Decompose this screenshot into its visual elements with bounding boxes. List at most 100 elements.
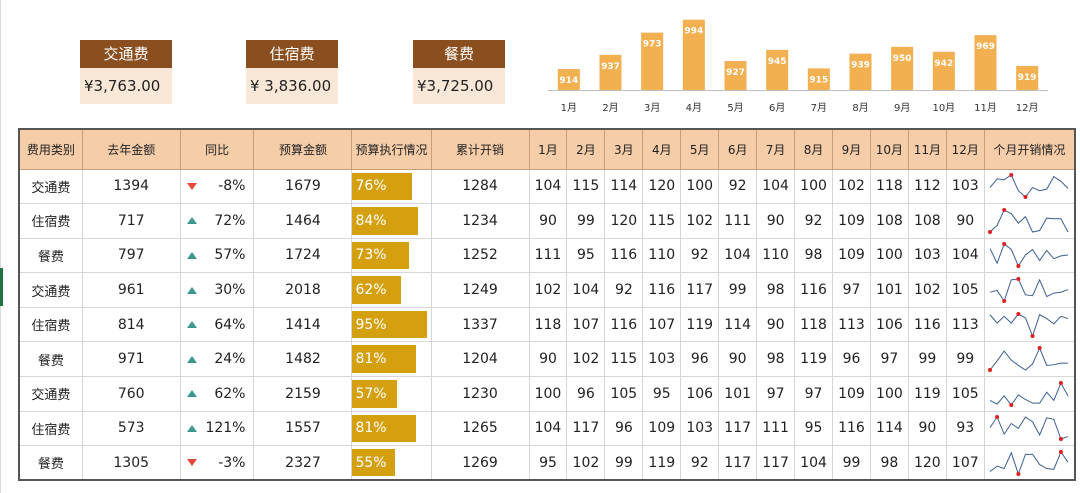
month-cell[interactable]: 116 (604, 237, 644, 274)
month-cell[interactable]: 96 (680, 341, 720, 378)
month-cell[interactable]: 116 (794, 272, 834, 308)
yoy-cell[interactable]: -3% (179, 445, 255, 481)
month-cell[interactable]: 109 (642, 410, 682, 447)
column-header[interactable]: 去年金额 (81, 128, 181, 170)
yoy-cell[interactable]: 62% (179, 376, 255, 412)
month-cell[interactable]: 90 (718, 341, 758, 378)
month-cell[interactable]: 101 (718, 376, 758, 412)
last-year-cell[interactable]: 1394 (81, 168, 181, 205)
month-cell[interactable]: 109 (832, 237, 871, 274)
column-header[interactable]: 8月 (794, 128, 834, 170)
category-cell[interactable]: 交通费 (18, 376, 83, 412)
month-cell[interactable]: 92 (718, 168, 758, 205)
month-cell[interactable]: 95 (642, 376, 682, 412)
month-cell[interactable]: 102 (907, 272, 947, 308)
month-cell[interactable]: 92 (680, 445, 720, 481)
month-cell[interactable]: 97 (794, 376, 834, 412)
month-cell[interactable]: 103 (642, 341, 682, 378)
month-cell[interactable]: 113 (832, 306, 871, 343)
month-cell[interactable]: 113 (945, 306, 985, 343)
sparkline-cell[interactable] (983, 203, 1076, 239)
budget-exec-cell[interactable]: 76% (351, 168, 432, 205)
last-year-cell[interactable]: 797 (81, 237, 181, 274)
month-cell[interactable]: 99 (945, 341, 985, 378)
column-header[interactable]: 预算执行情况 (351, 128, 432, 170)
month-cell[interactable]: 111 (718, 203, 758, 239)
column-header[interactable]: 12月 (945, 128, 985, 170)
sparkline-cell[interactable] (983, 168, 1076, 205)
budget-cell[interactable]: 2018 (253, 272, 353, 308)
month-cell[interactable]: 92 (794, 203, 834, 239)
sparkline-cell[interactable] (983, 341, 1076, 378)
cumulative-cell[interactable]: 1269 (430, 445, 530, 481)
month-cell[interactable]: 104 (756, 168, 796, 205)
budget-cell[interactable]: 1724 (253, 237, 353, 274)
month-cell[interactable]: 115 (642, 203, 682, 239)
budget-exec-cell[interactable]: 84% (351, 203, 432, 239)
month-cell[interactable]: 104 (528, 168, 568, 205)
yoy-cell[interactable]: -8% (179, 168, 255, 205)
month-cell[interactable]: 99 (718, 272, 758, 308)
column-header[interactable]: 4月 (642, 128, 682, 170)
month-cell[interactable]: 105 (945, 376, 985, 412)
column-header[interactable]: 5月 (680, 128, 720, 170)
cumulative-cell[interactable]: 1234 (430, 203, 530, 239)
month-cell[interactable]: 115 (604, 341, 644, 378)
month-cell[interactable]: 114 (718, 306, 758, 343)
month-cell[interactable]: 106 (680, 376, 720, 412)
month-cell[interactable]: 119 (642, 445, 682, 481)
cumulative-cell[interactable]: 1265 (430, 410, 530, 447)
month-cell[interactable]: 109 (832, 203, 871, 239)
month-cell[interactable]: 100 (528, 376, 568, 412)
budget-exec-cell[interactable]: 81% (351, 410, 432, 447)
column-header[interactable]: 9月 (832, 128, 871, 170)
last-year-cell[interactable]: 573 (81, 410, 181, 447)
month-cell[interactable]: 120 (907, 445, 947, 481)
month-cell[interactable]: 102 (832, 168, 871, 205)
month-cell[interactable]: 98 (756, 272, 796, 308)
month-cell[interactable]: 97 (756, 376, 796, 412)
budget-cell[interactable]: 1557 (253, 410, 353, 447)
cumulative-cell[interactable]: 1337 (430, 306, 530, 343)
month-cell[interactable]: 104 (794, 445, 834, 481)
month-cell[interactable]: 116 (832, 410, 871, 447)
month-cell[interactable]: 105 (945, 272, 985, 308)
month-cell[interactable]: 97 (869, 341, 909, 378)
month-cell[interactable]: 105 (604, 376, 644, 412)
month-cell[interactable]: 92 (680, 237, 720, 274)
column-header[interactable]: 1月 (528, 128, 568, 170)
month-cell[interactable]: 118 (869, 168, 909, 205)
budget-exec-cell[interactable]: 95% (351, 306, 432, 343)
month-cell[interactable]: 90 (945, 203, 985, 239)
month-cell[interactable]: 102 (528, 272, 568, 308)
sparkline-cell[interactable] (983, 272, 1076, 308)
month-cell[interactable]: 98 (756, 341, 796, 378)
month-cell[interactable]: 99 (566, 203, 606, 239)
budget-cell[interactable]: 2159 (253, 376, 353, 412)
cumulative-cell[interactable]: 1249 (430, 272, 530, 308)
cumulative-cell[interactable]: 1284 (430, 168, 530, 205)
column-header[interactable]: 10月 (869, 128, 909, 170)
month-cell[interactable]: 106 (869, 306, 909, 343)
month-cell[interactable]: 114 (604, 168, 644, 205)
month-cell[interactable]: 112 (907, 168, 947, 205)
budget-exec-cell[interactable]: 57% (351, 376, 432, 412)
month-cell[interactable]: 116 (907, 306, 947, 343)
budget-exec-cell[interactable]: 55% (351, 445, 432, 481)
month-cell[interactable]: 118 (528, 306, 568, 343)
month-cell[interactable]: 107 (566, 306, 606, 343)
yoy-cell[interactable]: 24% (179, 341, 255, 378)
month-cell[interactable]: 99 (907, 341, 947, 378)
month-cell[interactable]: 104 (945, 237, 985, 274)
yoy-cell[interactable]: 72% (179, 203, 255, 239)
category-cell[interactable]: 餐费 (18, 445, 83, 481)
month-cell[interactable]: 110 (756, 237, 796, 274)
sparkline-cell[interactable] (983, 376, 1076, 412)
month-cell[interactable]: 107 (642, 306, 682, 343)
budget-cell[interactable]: 1482 (253, 341, 353, 378)
month-cell[interactable]: 117 (756, 445, 796, 481)
budget-cell[interactable]: 2327 (253, 445, 353, 481)
month-cell[interactable]: 90 (756, 306, 796, 343)
month-cell[interactable]: 100 (869, 376, 909, 412)
column-header[interactable]: 费用类别 (18, 128, 83, 170)
